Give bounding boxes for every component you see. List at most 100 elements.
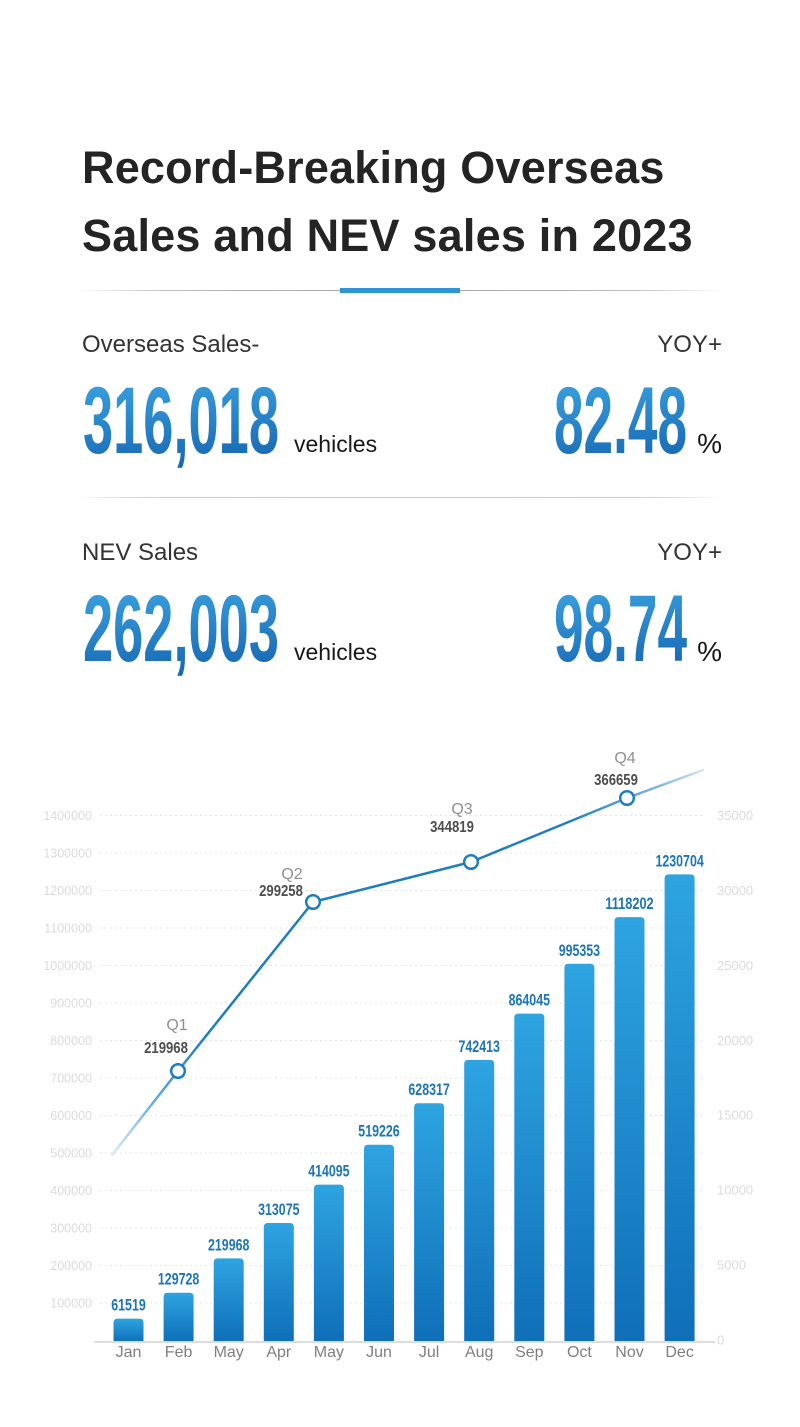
right-axis-tick-label: 35000 bbox=[717, 808, 753, 823]
chart-bars bbox=[113, 874, 695, 1342]
nev-sales-value: 262,003 bbox=[83, 576, 279, 682]
bar-value-label: 1118202 bbox=[605, 894, 653, 913]
month-label: Jul bbox=[419, 1344, 439, 1361]
line-marker-q3 bbox=[462, 853, 480, 871]
bar-value-label: 742413 bbox=[459, 1037, 500, 1056]
bar-value-label: 61519 bbox=[111, 1296, 146, 1315]
bar-may-2 bbox=[213, 1258, 244, 1342]
overseas-yoy-block: YOY+ 82.48 % bbox=[553, 330, 722, 474]
sales-chart-area: 1400000 1300000 1200000 1100000 1000000 90000… bbox=[0, 730, 800, 1422]
right-axis-tick-label: 10000 bbox=[717, 1183, 753, 1198]
nev-sales-unit: vehicles bbox=[294, 639, 378, 665]
right-axis-tick-label: 20000 bbox=[717, 1033, 753, 1048]
bar-value-label: 864045 bbox=[509, 991, 550, 1010]
left-axis-tick-label: 1400000 bbox=[43, 809, 92, 823]
month-label: Apr bbox=[266, 1344, 292, 1361]
nev-yoy-unit: % bbox=[697, 636, 722, 667]
overseas-yoy-label: YOY+ bbox=[657, 331, 722, 358]
line-marker-q1 bbox=[169, 1062, 187, 1080]
nev-yoy-value: 98.74 bbox=[554, 576, 687, 682]
quarter-value-label: 344819 bbox=[430, 819, 474, 836]
bar-value-label: 414095 bbox=[308, 1162, 349, 1181]
nev-yoy-label: YOY+ bbox=[657, 539, 722, 566]
left-axis-tick-label: 300000 bbox=[50, 1222, 92, 1236]
nev-sales-value-line: 262,003 vehicles bbox=[82, 576, 378, 682]
quarter-value-label: 366659 bbox=[594, 772, 638, 789]
overseas-sales-block: Overseas Sales- 316,018 vehicles bbox=[82, 330, 378, 474]
left-axis-tick-label: 200000 bbox=[50, 1259, 92, 1273]
bar-feb-1 bbox=[163, 1292, 194, 1342]
nev-sales-label: NEV Sales bbox=[82, 539, 199, 566]
overseas-sales-value: 316,018 bbox=[83, 368, 279, 474]
bar-value-label: 519226 bbox=[358, 1122, 399, 1141]
bar-jun-5 bbox=[364, 1144, 394, 1342]
quarter-label: Q1 bbox=[166, 1017, 187, 1034]
bar-value-label: 313075 bbox=[258, 1200, 299, 1219]
overseas-sales-label: Overseas Sales- bbox=[82, 331, 260, 358]
month-label: Aug bbox=[465, 1344, 493, 1361]
overseas-yoy-value: 82.48 bbox=[554, 368, 687, 474]
left-axis-tick-label: 100000 bbox=[50, 1297, 92, 1311]
month-label: Jun bbox=[366, 1344, 392, 1361]
bar-may-4 bbox=[313, 1184, 344, 1342]
month-label: Jan bbox=[116, 1344, 142, 1361]
page-title: Record-Breaking Overseas Sales and NEV s… bbox=[82, 134, 730, 270]
trend-line bbox=[110, 768, 705, 1157]
right-axis-tick-label: 15000 bbox=[717, 1108, 753, 1123]
left-axis-tick-label: 900000 bbox=[50, 997, 92, 1011]
right-axis-tick-label: 25000 bbox=[717, 958, 753, 973]
chart-bar-labels: 61519 129728 219968 313075 414095 519226 62831… bbox=[111, 851, 704, 1314]
chart-left-axis: 1400000 1300000 1200000 1100000 1000000 90000… bbox=[43, 809, 92, 1311]
title-divider bbox=[76, 288, 724, 293]
chart-gridlines bbox=[100, 815, 705, 1304]
month-label: May bbox=[314, 1344, 344, 1361]
bar-value-label: 129728 bbox=[158, 1270, 199, 1289]
left-axis-tick-label: 800000 bbox=[50, 1034, 92, 1048]
left-axis-tick-label: 1000000 bbox=[43, 959, 92, 973]
bar-aug-7 bbox=[464, 1059, 495, 1342]
bar-value-label: 1230704 bbox=[655, 851, 704, 870]
bar-apr-3 bbox=[263, 1223, 294, 1342]
chart-trend-line bbox=[110, 768, 705, 1157]
section-divider bbox=[76, 497, 724, 498]
left-axis-tick-label: 700000 bbox=[50, 1072, 92, 1086]
bar-dec-11 bbox=[664, 874, 695, 1342]
bar-value-label: 219968 bbox=[208, 1235, 249, 1254]
right-axis-tick-label: 0 bbox=[717, 1333, 724, 1348]
bar-sep-8 bbox=[514, 1013, 545, 1342]
quarter-label: Q4 bbox=[614, 750, 635, 767]
bar-nov-10 bbox=[614, 917, 645, 1342]
nev-yoy-value-text: 98.74 bbox=[554, 576, 687, 682]
left-axis-tick-label: 600000 bbox=[50, 1109, 92, 1123]
stat-row-nev-sales: NEV Sales 262,003 vehicles YOY+ bbox=[82, 538, 722, 682]
overseas-sales-value-line: 316,018 vehicles bbox=[82, 368, 378, 474]
overseas-sales-unit: vehicles bbox=[294, 431, 378, 457]
chart-right-axis: 35000 30000 25000 20000 15000 10000 5000 0 bbox=[717, 808, 753, 1348]
quarter-value-label: 299258 bbox=[259, 883, 303, 900]
month-label: Feb bbox=[165, 1344, 193, 1361]
overseas-yoy-value-line: 82.48 % bbox=[553, 368, 722, 474]
overseas-yoy-unit: % bbox=[697, 428, 722, 459]
month-label: May bbox=[214, 1344, 244, 1361]
nev-sales-value-text: 262,003 bbox=[83, 576, 279, 682]
line-marker-q2 bbox=[304, 893, 322, 911]
overseas-sales-value-text: 316,018 bbox=[83, 368, 279, 474]
right-axis-tick-label: 30000 bbox=[717, 883, 753, 898]
left-axis-tick-label: 1300000 bbox=[43, 847, 92, 861]
left-axis-tick-label: 1200000 bbox=[43, 884, 92, 898]
quarter-label: Q3 bbox=[451, 801, 472, 818]
month-label: Dec bbox=[665, 1344, 693, 1361]
month-label: Oct bbox=[567, 1344, 592, 1361]
left-axis-tick-label: 500000 bbox=[50, 1147, 92, 1161]
page-title-line2: Sales and NEV sales in 2023 bbox=[82, 210, 693, 261]
overseas-yoy-value-text: 82.48 bbox=[554, 368, 687, 474]
bar-value-label: 995353 bbox=[559, 941, 600, 960]
chart-month-labels: Jan Feb May Apr May Jun Jul Aug Sep Oct Nov Dec bbox=[116, 1344, 694, 1361]
line-marker-q4 bbox=[618, 789, 636, 807]
quarter-value-label: 219968 bbox=[144, 1040, 188, 1057]
month-label: Sep bbox=[515, 1344, 544, 1361]
divider-accent-bar bbox=[340, 288, 460, 293]
left-axis-tick-label: 1100000 bbox=[44, 922, 92, 936]
